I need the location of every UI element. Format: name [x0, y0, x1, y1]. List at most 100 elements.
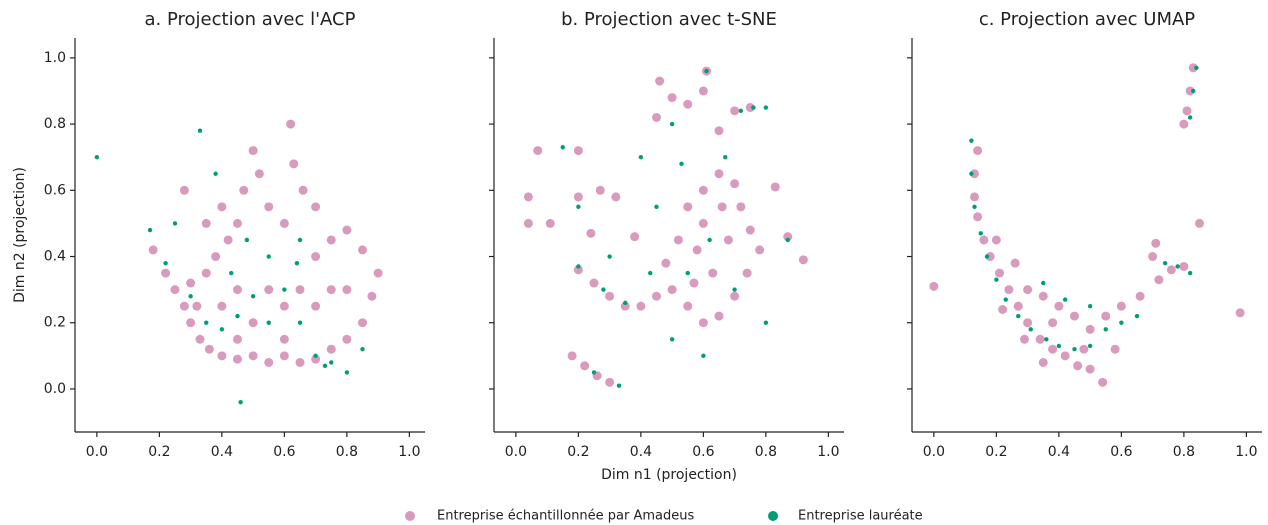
panel-title: a. Projection avec l'ACP — [145, 9, 356, 30]
point — [219, 327, 225, 332]
point — [1020, 334, 1029, 344]
point — [244, 237, 250, 243]
y-tick-label: 0.8 — [44, 116, 66, 132]
panel-title: b. Projection avec t-SNE — [561, 9, 777, 30]
point — [1070, 311, 1079, 321]
point — [638, 154, 644, 160]
point — [717, 202, 727, 212]
x-tick-label: 0.4 — [211, 444, 233, 460]
point — [1103, 327, 1108, 332]
point — [673, 235, 683, 245]
point — [723, 154, 728, 160]
point — [238, 400, 243, 405]
point — [560, 145, 565, 150]
point — [211, 252, 221, 262]
point — [798, 255, 808, 265]
point — [1085, 324, 1095, 334]
point — [523, 218, 533, 228]
point — [1044, 337, 1049, 342]
x-tick-label: 0.6 — [692, 444, 714, 460]
point — [286, 119, 296, 129]
point — [148, 245, 158, 255]
point — [217, 202, 227, 212]
point — [295, 357, 305, 367]
point — [298, 185, 308, 195]
point — [1087, 343, 1093, 349]
point — [714, 169, 724, 179]
point — [969, 138, 974, 143]
point — [978, 231, 983, 236]
point — [367, 291, 377, 301]
point — [289, 159, 299, 169]
point — [1056, 343, 1062, 349]
y-tick-label: 0.4 — [44, 249, 66, 265]
point — [264, 357, 274, 367]
point — [172, 221, 178, 226]
point — [1179, 119, 1189, 129]
point — [358, 318, 367, 328]
point — [970, 169, 979, 179]
point — [1194, 65, 1199, 70]
point — [161, 268, 171, 278]
point — [1188, 63, 1198, 73]
x-tick-label: 0.8 — [1173, 444, 1195, 460]
point — [998, 304, 1008, 314]
point — [201, 218, 211, 228]
point — [545, 218, 555, 228]
x-tick-label: 0.8 — [755, 444, 777, 460]
x-tick-label: 0.2 — [985, 444, 1007, 460]
point — [248, 351, 258, 361]
point — [636, 301, 646, 311]
point — [580, 361, 590, 371]
point — [297, 237, 303, 243]
point — [188, 294, 193, 299]
point — [360, 347, 365, 352]
point — [233, 218, 242, 228]
point — [652, 291, 661, 301]
point — [195, 334, 205, 344]
point — [991, 235, 1001, 245]
x-tick-label: 0.2 — [567, 444, 589, 460]
point — [266, 320, 271, 325]
point — [567, 351, 577, 361]
y-tick-label: 0.6 — [44, 182, 66, 198]
point — [1072, 347, 1077, 352]
x-tick-label: 0.2 — [148, 444, 170, 460]
point — [248, 318, 258, 328]
point — [311, 301, 321, 311]
point — [654, 204, 659, 210]
point — [1004, 285, 1014, 295]
point — [763, 320, 769, 325]
point — [1003, 297, 1008, 302]
point — [1175, 264, 1180, 269]
point — [1166, 265, 1176, 275]
point — [770, 182, 780, 192]
legend-marker — [405, 511, 415, 521]
point — [973, 146, 983, 156]
point — [738, 108, 744, 114]
point — [1098, 377, 1108, 387]
point — [714, 311, 724, 321]
legend-label: Entreprise échantillonnée par Amadeus — [437, 509, 695, 524]
y-axis-label: Dim n2 (projection) — [12, 167, 28, 303]
point — [373, 268, 383, 278]
point — [147, 227, 153, 233]
point — [669, 121, 675, 127]
point — [1087, 303, 1093, 309]
point — [204, 344, 214, 354]
point — [698, 86, 708, 96]
point — [994, 277, 999, 282]
point — [279, 301, 289, 311]
y-tick-label: 1.0 — [44, 50, 66, 66]
point — [1013, 301, 1023, 311]
point — [248, 146, 258, 156]
point — [1035, 334, 1045, 344]
point — [979, 235, 989, 245]
point — [1062, 297, 1068, 302]
point — [755, 245, 765, 255]
point — [533, 146, 543, 156]
point — [264, 285, 274, 295]
point — [1060, 351, 1070, 361]
point — [730, 291, 740, 301]
point — [213, 171, 218, 176]
